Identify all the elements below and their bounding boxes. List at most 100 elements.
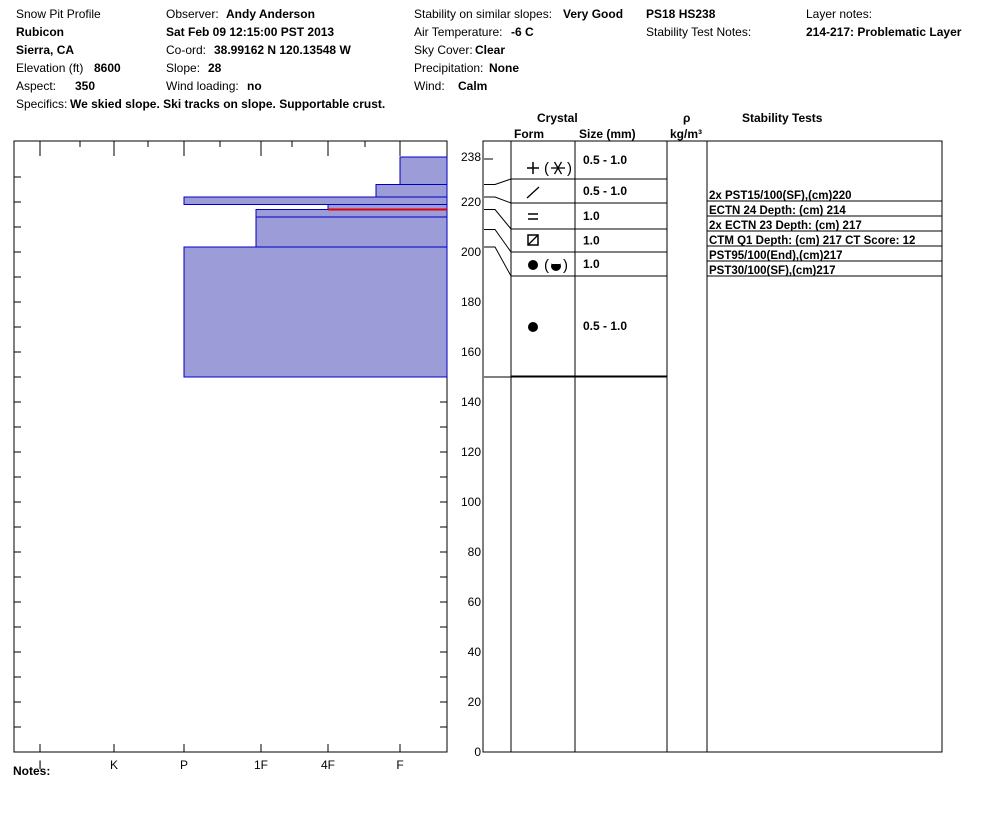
stability-tests-header: Stability Tests	[742, 111, 823, 125]
wind-loading-value: no	[247, 79, 262, 93]
slash-stroke	[526, 186, 540, 199]
melt-forms-icon	[528, 322, 538, 332]
hardness-tick-label: 1F	[254, 758, 268, 772]
melt-forms-icon	[528, 260, 538, 270]
depth-axis-label: 200	[461, 245, 481, 259]
stability-test-entry: PST30/100(SF),(cm)217	[709, 265, 836, 277]
notes-label: Notes:	[13, 764, 51, 778]
crystal-size-label: 1.0	[583, 234, 600, 248]
precipitation-particles-icon	[527, 162, 539, 174]
slope-label: Slope:	[166, 61, 201, 75]
hardness-layer-bar	[183, 246, 448, 378]
crystal-size-label: 1.0	[583, 209, 600, 223]
aspect-value: 350	[75, 79, 96, 93]
dendrite-arm	[553, 161, 563, 175]
hardness-tick-label: 4F	[321, 758, 335, 772]
hardness-layer-bar	[375, 184, 448, 198]
layer-notes-value: 214-217: Problematic Layer	[806, 25, 962, 39]
sky-cover-value: Clear	[475, 43, 506, 57]
depth-axis-label: 180	[461, 295, 481, 309]
depth-connector-line	[484, 246, 512, 277]
air-temp-value: -6 C	[511, 25, 534, 39]
slope-value: 28	[208, 61, 222, 75]
crystal-table-frame	[482, 140, 943, 753]
paren: )	[567, 160, 572, 177]
region: Sierra, CA	[16, 43, 75, 57]
stability-label: Stability on similar slopes:	[414, 7, 553, 21]
depth-connector-line	[484, 209, 512, 230]
coord-value: 38.99162 N 120.13548 W	[214, 43, 351, 57]
observer-label: Observer:	[166, 7, 219, 21]
elevation-label: Elevation (ft)	[16, 61, 84, 75]
elevation-value: 8600	[94, 61, 121, 75]
dot-shape	[528, 322, 538, 332]
wind-value: Calm	[458, 79, 488, 93]
depth-axis-label: 120	[461, 445, 481, 459]
depth-axis-label: 40	[468, 645, 482, 659]
square-stroke	[527, 234, 539, 246]
stability-value: Very Good	[563, 7, 624, 21]
crystal-size-label: 0.5 - 1.0	[583, 184, 627, 198]
paren: (	[544, 257, 549, 274]
depth-connector-line	[484, 229, 512, 253]
density-unit: kg/m³	[670, 127, 703, 141]
hardness-tick-label: F	[396, 758, 403, 772]
observer-value: Andy Anderson	[226, 7, 315, 21]
observation-datetime: Sat Feb 09 12:15:00 PST 2013	[166, 25, 335, 39]
ps-hs-value: PS18 HS238	[646, 7, 716, 21]
layer-notes-label: Layer notes:	[806, 7, 873, 21]
hardness-layer-bar	[255, 216, 448, 248]
density-header: ρ	[683, 111, 691, 125]
crystal-size-label: 1.0	[583, 257, 600, 271]
precipitation-label: Precipitation:	[414, 61, 484, 75]
depth-axis-label: 220	[461, 195, 481, 209]
specifics-label: Specifics:	[16, 97, 68, 111]
depth-axis-top-label: 238	[461, 150, 481, 164]
crust-band	[552, 261, 560, 264]
hardness-layer-bar	[183, 196, 448, 205]
faceted-rounded-icon	[527, 234, 539, 246]
hardness-layer-bar	[399, 156, 448, 185]
specifics-value: We skied slope. Ski tracks on slope. Sup…	[70, 97, 386, 111]
depth-axis-label: 20	[468, 695, 482, 709]
aspect-label: Aspect:	[16, 79, 57, 93]
rounded-grains-faceting-icon	[528, 213, 538, 220]
depth-connector-line	[484, 196, 512, 204]
crystal-size-label: 0.5 - 1.0	[583, 319, 627, 333]
crystal-size-label: 0.5 - 1.0	[583, 153, 627, 167]
depth-axis-label: 160	[461, 345, 481, 359]
location: Rubicon	[16, 25, 64, 39]
crystal-header: Crystal	[537, 111, 578, 125]
depth-axis-label: 140	[461, 395, 481, 409]
depth-axis-label: 100	[461, 495, 481, 509]
depth-connector-line	[484, 178, 512, 185]
hardness-tick-label: I	[38, 758, 41, 772]
precipitation-value: None	[489, 61, 519, 75]
stability-test-entry: PST95/100(End),(cm)217	[709, 250, 843, 262]
dot-shape	[528, 260, 538, 270]
paren: (	[544, 160, 549, 177]
wind-label: Wind:	[414, 79, 445, 93]
size-header: Size (mm)	[579, 127, 636, 141]
stability-test-entry: 2x ECTN 23 Depth: (cm) 217	[709, 220, 862, 232]
wind-loading-label: Wind loading:	[166, 79, 239, 93]
hardness-layer-bar	[255, 209, 448, 218]
depth-axis-label: 80	[468, 545, 482, 559]
stability-test-entry: 2x PST15/100(SF),(cm)220	[709, 190, 852, 202]
melt-freeze-crust-icon: ()	[544, 257, 568, 274]
hardness-tick-label: K	[110, 758, 118, 772]
decomposing-fragmented-icon	[526, 186, 540, 199]
stability-test-notes-label: Stability Test Notes:	[646, 25, 752, 39]
stability-test-entry: CTM Q1 Depth: (cm) 217 CT Score: 12	[709, 235, 915, 247]
hardness-plot-frame	[13, 140, 448, 753]
stability-test-entry: ECTN 24 Depth: (cm) 214	[709, 205, 846, 217]
paren: )	[563, 257, 568, 274]
profile-title: Snow Pit Profile	[16, 7, 101, 21]
air-temp-label: Air Temperature:	[414, 25, 503, 39]
sky-cover-label: Sky Cover:	[414, 43, 473, 57]
hardness-tick-label: P	[180, 758, 188, 772]
depth-axis-label: 0	[474, 745, 481, 759]
square-diagonal	[527, 234, 539, 246]
stellar-dendrite-icon: ()	[544, 160, 572, 177]
